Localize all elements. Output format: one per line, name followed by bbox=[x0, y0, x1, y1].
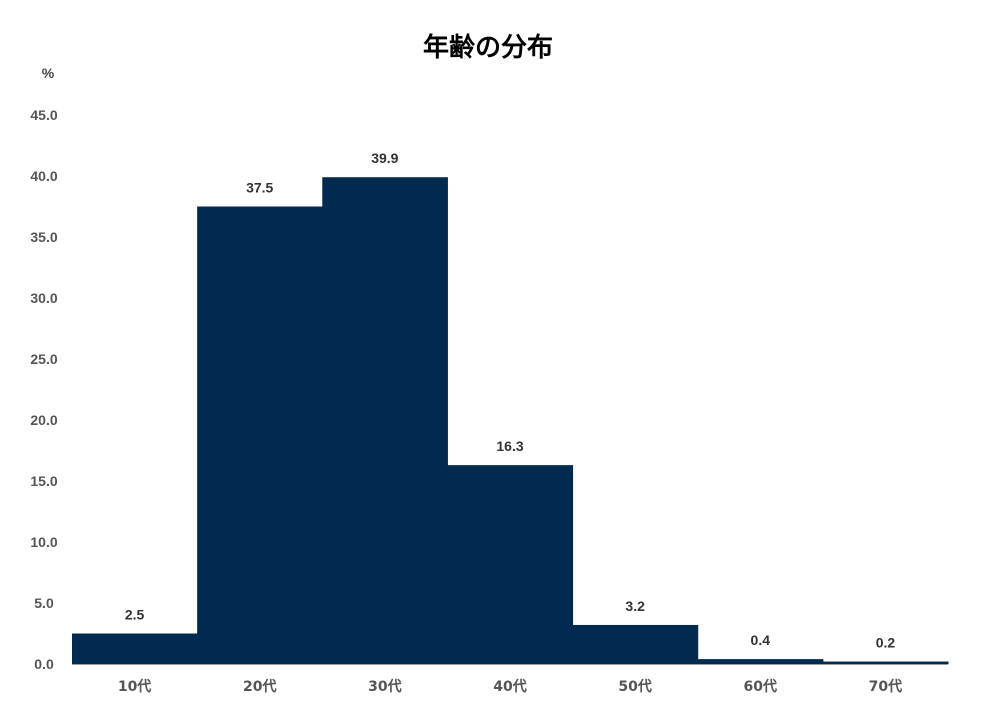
x-category-label: 40代 bbox=[493, 678, 526, 695]
y-tick-label: 45.0 bbox=[30, 107, 57, 123]
x-category-label: 50代 bbox=[618, 678, 651, 695]
y-tick-label: 30.0 bbox=[30, 290, 57, 306]
bars bbox=[72, 177, 949, 664]
x-category-label: 20代 bbox=[243, 678, 276, 695]
bar-70代 bbox=[822, 661, 949, 664]
y-tick-label: 5.0 bbox=[34, 595, 54, 611]
y-tick-label: 35.0 bbox=[30, 229, 57, 245]
value-label: 0.2 bbox=[876, 635, 896, 651]
x-category-label: 60代 bbox=[744, 678, 777, 695]
value-label: 16.3 bbox=[496, 438, 523, 454]
chart-title: 年齢の分布 bbox=[423, 32, 553, 63]
value-label: 2.5 bbox=[125, 607, 145, 623]
y-axis-unit: % bbox=[42, 65, 55, 81]
y-tick-label: 20.0 bbox=[30, 412, 57, 428]
x-category-label: 30代 bbox=[368, 678, 401, 695]
value-label: 3.2 bbox=[625, 598, 645, 614]
bar-20代 bbox=[197, 206, 323, 664]
bar-30代 bbox=[322, 177, 448, 664]
value-label: 0.4 bbox=[751, 632, 771, 648]
y-axis-ticks: 0.0 5.0 10.0 15.0 20.0 25.0 30.0 35.0 40.0 45.0 bbox=[30, 107, 57, 672]
x-category-label: 70代 bbox=[869, 678, 902, 695]
x-axis-labels: 10代 20代 30代 40代 50代 60代 70代 bbox=[118, 678, 902, 695]
y-tick-label: 15.0 bbox=[30, 473, 57, 489]
y-tick-label: 25.0 bbox=[30, 351, 57, 367]
value-label: 39.9 bbox=[371, 150, 398, 166]
y-tick-label: 40.0 bbox=[30, 168, 57, 184]
y-tick-label: 10.0 bbox=[30, 534, 57, 550]
bar-10代 bbox=[72, 633, 198, 664]
x-category-label: 10代 bbox=[118, 678, 151, 695]
value-label: 37.5 bbox=[246, 180, 273, 196]
bar-60代 bbox=[697, 659, 824, 664]
y-tick-label: 0.0 bbox=[34, 656, 54, 672]
value-labels: 2.5 37.5 39.9 16.3 3.2 0.4 0.2 bbox=[125, 150, 896, 650]
bar-50代 bbox=[572, 624, 699, 664]
bar-40代 bbox=[447, 465, 574, 664]
